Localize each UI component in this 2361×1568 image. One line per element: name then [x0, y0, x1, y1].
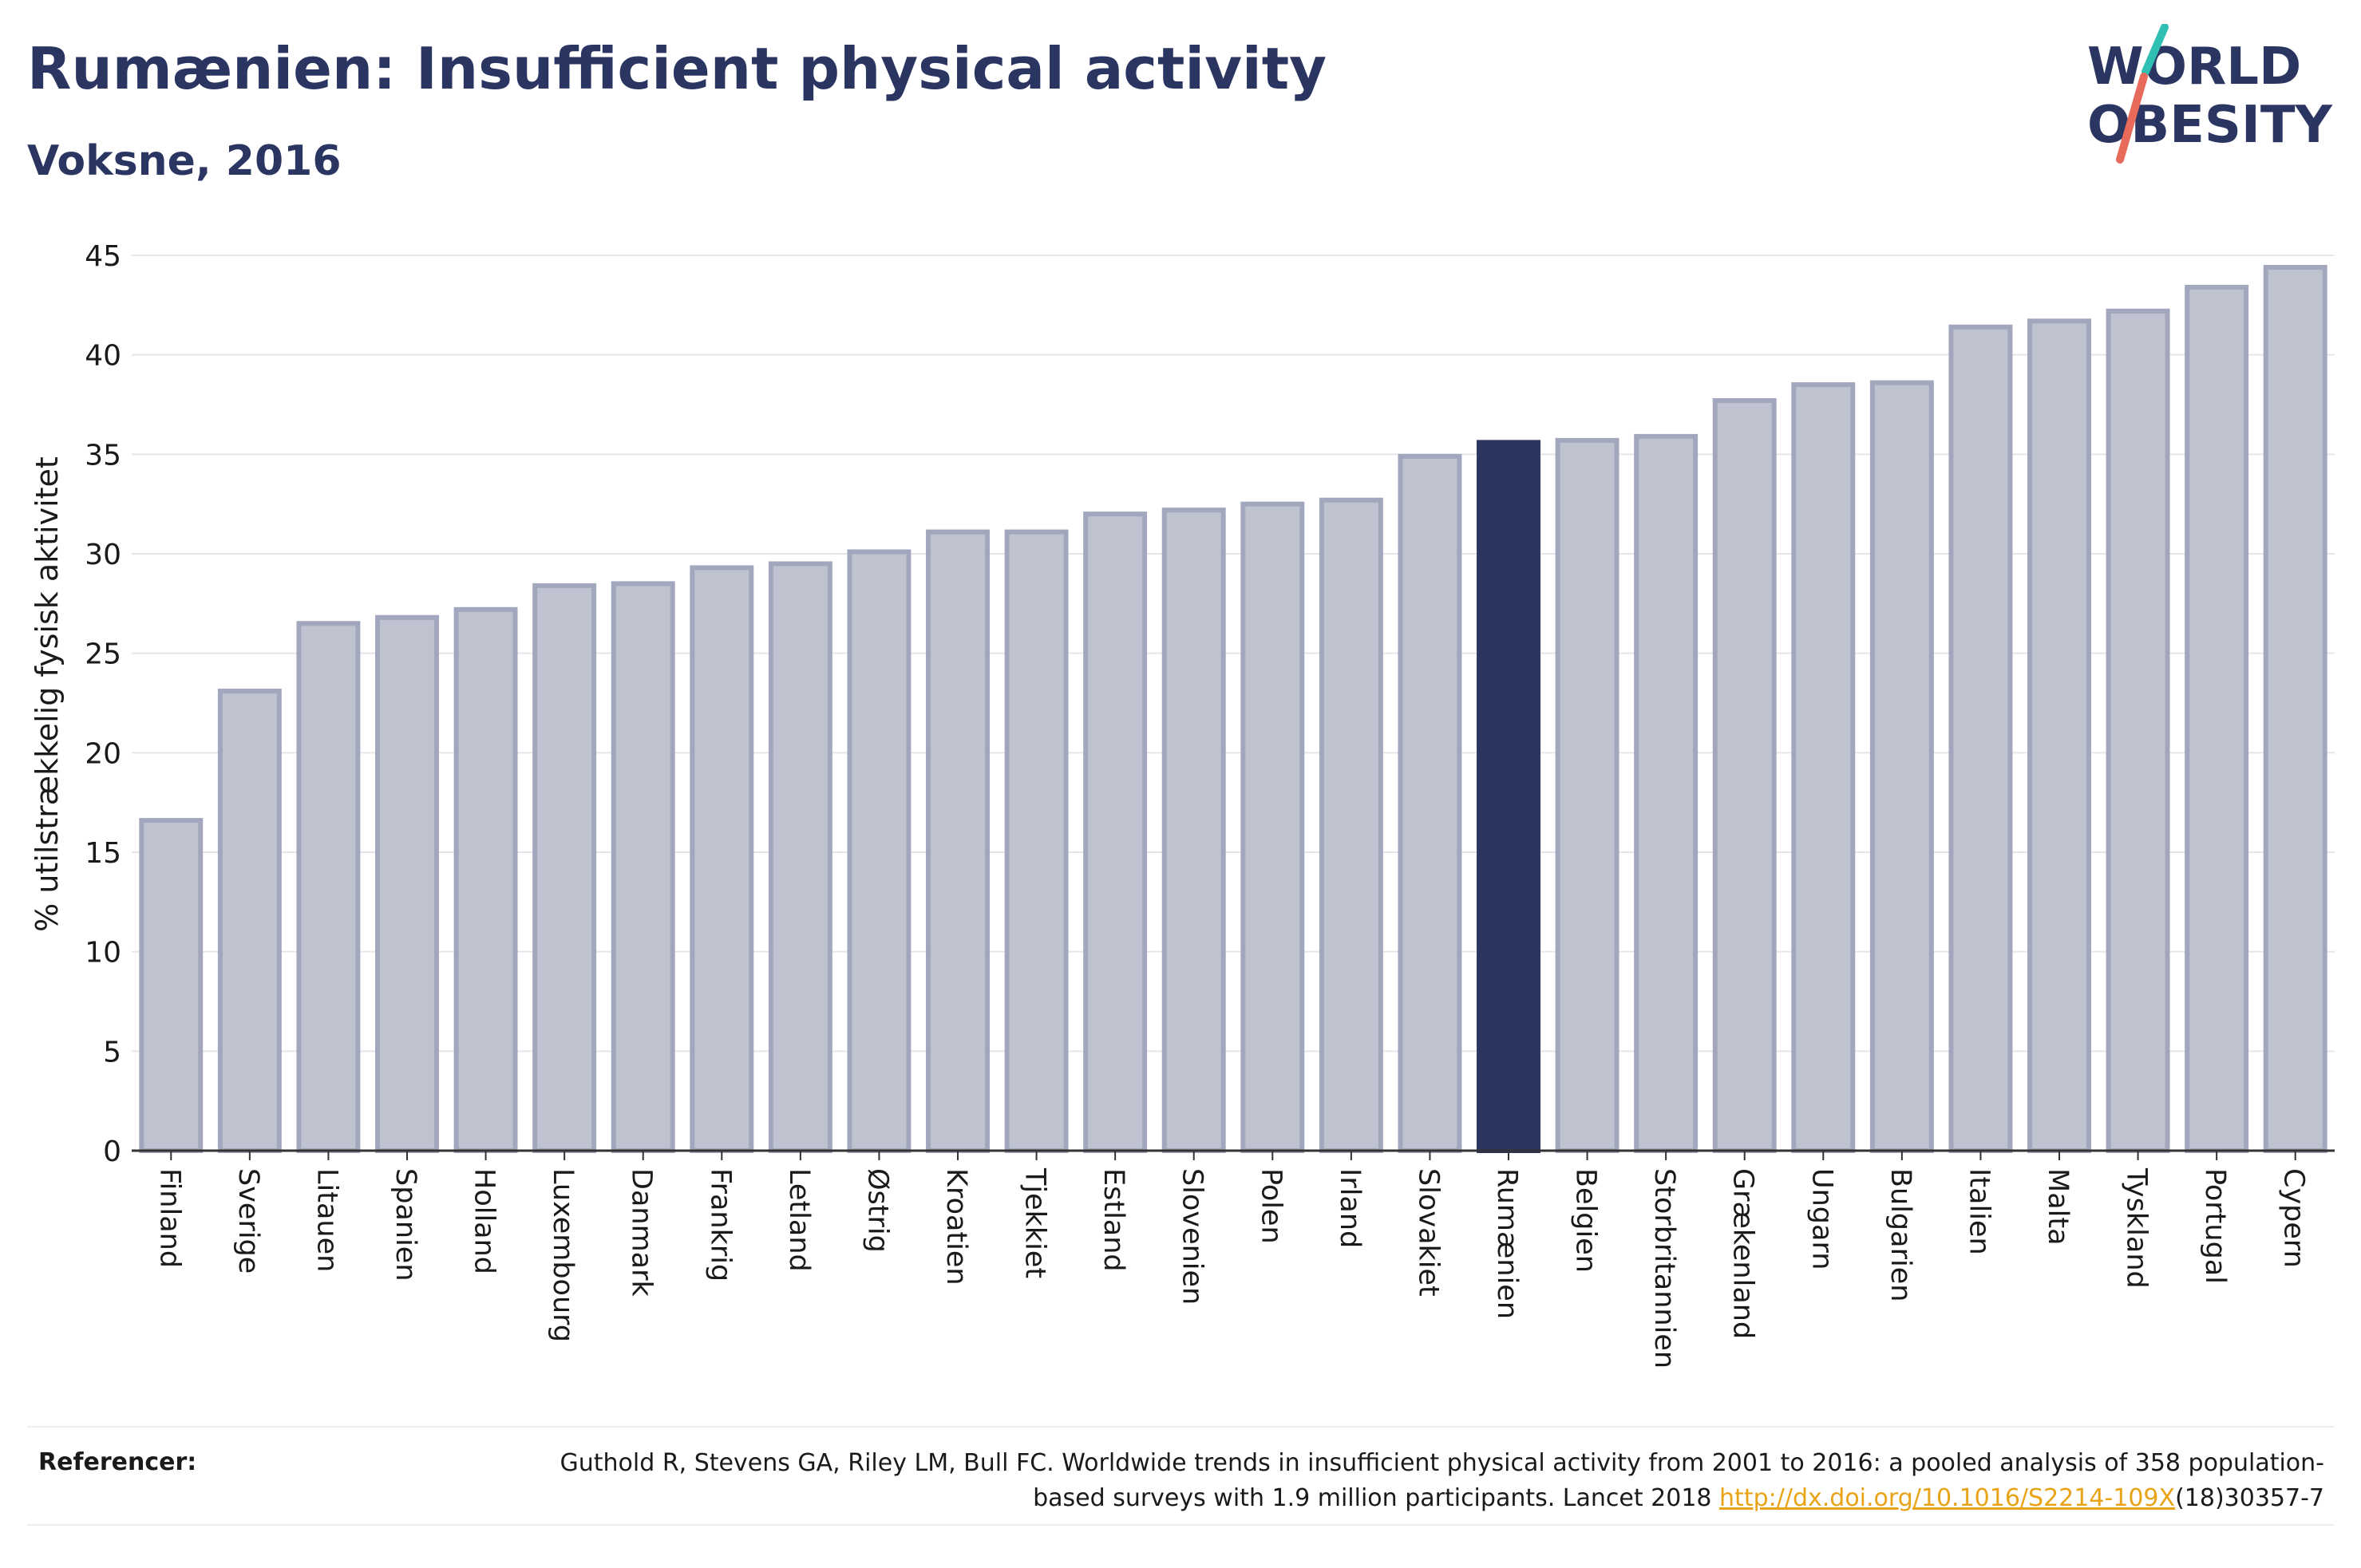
x-tick-label: Tjekkiet — [1019, 1167, 1051, 1278]
x-tick-label: Spanien — [390, 1168, 421, 1282]
y-axis-label: % utilstrækkelig fysisk aktivitet — [30, 456, 65, 932]
references-top-divider — [27, 1426, 2334, 1428]
y-tick-label: 30 — [85, 539, 121, 571]
y-tick-label: 5 — [103, 1036, 121, 1068]
bar-irland — [1319, 497, 1383, 1153]
bar-tjekkiet — [1004, 529, 1069, 1153]
bar-polen — [1240, 501, 1305, 1153]
y-tick-label: 40 — [85, 340, 121, 373]
bar-ungarn — [1791, 382, 1856, 1154]
bar-sverige — [217, 689, 282, 1153]
bar-bulgarien — [1869, 380, 1934, 1154]
x-tick-label: Estland — [1097, 1168, 1129, 1272]
x-tick-label: Portugal — [2199, 1168, 2231, 1284]
bar-rumænien — [1477, 440, 1540, 1153]
x-tick-label: Østrig — [861, 1168, 893, 1253]
x-tick-label: Grækenland — [1727, 1168, 1759, 1339]
bar-estland — [1083, 511, 1148, 1153]
bar-letland — [768, 561, 832, 1153]
chart-title: Rumænien: Insufficient physical activity — [27, 35, 1327, 102]
chart-subtitle: Voksne, 2016 — [27, 137, 342, 185]
bar-portugal — [2185, 284, 2249, 1154]
x-tick-label: Litauen — [310, 1168, 342, 1272]
x-tick-label: Sverige — [232, 1168, 264, 1274]
x-tick-label: Rumænien — [1491, 1168, 1523, 1319]
y-tick-label: 10 — [85, 937, 121, 970]
bar-frankrig — [690, 565, 754, 1153]
bar-cypern — [2263, 264, 2327, 1154]
references-bottom-divider — [27, 1524, 2334, 1526]
x-tick-label: Ungarn — [1805, 1168, 1837, 1270]
references-text: Guthold R, Stevens GA, Riley LM, Bull FC… — [488, 1446, 2324, 1516]
x-tick-label: Malta — [2042, 1168, 2074, 1246]
x-tick-label: Slovenien — [1177, 1168, 1208, 1305]
references-citation-suffix: (18)30357-7 — [2175, 1484, 2324, 1512]
x-tick-label: Tyskland — [2121, 1167, 2153, 1289]
x-tick-label: Holland — [469, 1168, 500, 1274]
bar-belgien — [1555, 437, 1619, 1153]
bar-grækenland — [1712, 398, 1777, 1154]
x-tick-label: Kroatien — [940, 1168, 972, 1286]
bar-kroatien — [926, 529, 990, 1153]
y-tick-label: 15 — [85, 837, 121, 870]
x-tick-label: Luxembourg — [547, 1168, 579, 1342]
world-obesity-logo: WORLD OBESITY — [2087, 24, 2332, 164]
x-tick-label: Frankrig — [704, 1168, 736, 1282]
y-axis-ticks: 0 5 10 15 20 25 30 35 40 45 — [85, 240, 121, 1168]
y-tick-label: 0 — [103, 1136, 121, 1168]
bar-finland — [139, 818, 204, 1154]
bar-storbritannien — [1634, 433, 1699, 1153]
bar-tyskland — [2106, 308, 2170, 1153]
x-axis-ticks: Finland Sverige Litauen Spanien Holland Luxem… — [153, 1151, 2310, 1369]
references-citation: Guthold R, Stevens GA, Riley LM, Bull FC… — [560, 1449, 2324, 1512]
x-tick-label: Bulgarien — [1884, 1168, 1916, 1301]
x-tick-label: Polen — [1255, 1168, 1287, 1244]
x-tick-label: Belgien — [1570, 1168, 1602, 1273]
x-tick-label: Finland — [153, 1168, 185, 1268]
bar-italien — [1948, 324, 2013, 1153]
y-tick-label: 35 — [85, 439, 121, 472]
x-tick-label: Slovakiet — [1412, 1168, 1444, 1297]
y-tick-label: 25 — [85, 638, 121, 671]
doi-link[interactable]: http://dx.doi.org/10.1016/S2214-109X — [1719, 1484, 2176, 1512]
bar-chart: 0 5 10 15 20 25 30 35 40 45 Finland Sverige Litauen… — [30, 240, 2335, 1369]
y-tick-label: 20 — [85, 737, 121, 770]
bar-østrig — [847, 549, 912, 1153]
x-tick-label: Irland — [1334, 1168, 1366, 1248]
bar-danmark — [611, 581, 675, 1153]
x-tick-label: Cypern — [2278, 1168, 2310, 1268]
bar-litauen — [296, 621, 361, 1153]
logo-word-world: WORLD — [2087, 38, 2301, 97]
bar-slovakiet — [1398, 453, 1462, 1153]
x-tick-label: Italien — [1963, 1168, 1995, 1255]
bar-holland — [453, 606, 518, 1153]
y-tick-label: 45 — [85, 240, 121, 273]
bar-slovenien — [1161, 508, 1226, 1153]
bar-spanien — [375, 614, 439, 1153]
x-tick-label: Letland — [783, 1168, 815, 1272]
x-tick-label: Danmark — [626, 1168, 658, 1297]
bar-luxembourg — [532, 583, 597, 1153]
bar-malta — [2027, 318, 2091, 1153]
references-label: Referencer: — [38, 1448, 197, 1476]
x-tick-label: Storbritannien — [1648, 1168, 1680, 1369]
bars — [139, 264, 2327, 1154]
